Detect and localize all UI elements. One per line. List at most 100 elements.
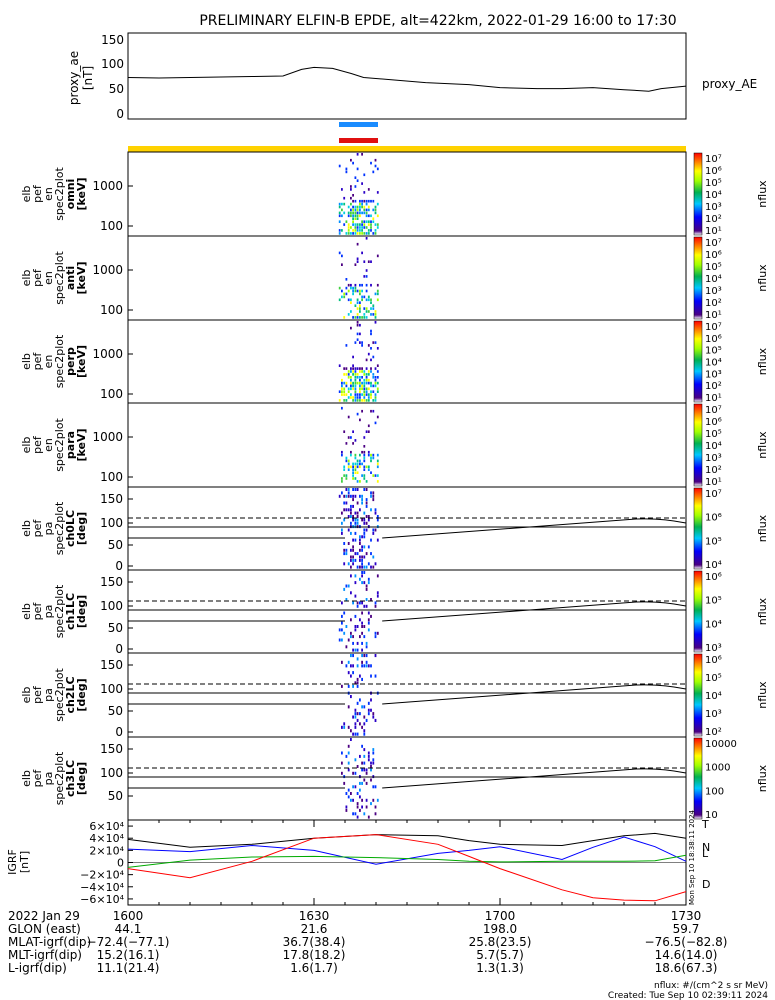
pa_ch2-cell bbox=[361, 660, 363, 664]
pa_ch2-cell bbox=[367, 701, 370, 705]
spec_omni-cell bbox=[365, 199, 368, 203]
pa_ch3-cell bbox=[372, 761, 375, 765]
spec_omni-cell bbox=[359, 229, 361, 232]
spec_omni-cell bbox=[363, 205, 366, 209]
pa_ch0-cell bbox=[359, 494, 361, 498]
pa_ch3-cell bbox=[363, 748, 366, 752]
pa_ch1-cell bbox=[356, 648, 359, 652]
pa_ch1-cell bbox=[367, 577, 370, 581]
spec_anti-cell bbox=[372, 304, 375, 307]
spec_para-cell bbox=[354, 468, 357, 471]
spec_anti-cbar-label: nflux bbox=[756, 264, 769, 292]
pa_ch0-cell bbox=[356, 518, 359, 522]
spec_anti-cell bbox=[350, 301, 352, 304]
spec_perp-cell bbox=[356, 399, 359, 402]
pa_ch0-cell bbox=[354, 552, 357, 556]
pa_ch1-cell bbox=[376, 574, 379, 578]
pa_ch1-cell bbox=[361, 641, 363, 645]
spec_anti-cell bbox=[374, 313, 377, 316]
spec_omni-cell bbox=[343, 202, 346, 206]
pa_ch2-tick-label: 0 bbox=[115, 725, 123, 739]
spec_omni-cell bbox=[338, 205, 341, 209]
spec_para-cell bbox=[350, 450, 352, 454]
pa_ch0-cell bbox=[361, 555, 363, 559]
pa_ch2-cell bbox=[356, 684, 359, 688]
spec_anti-cell bbox=[343, 292, 346, 296]
spec_omni-ylabel: elb bbox=[20, 186, 33, 203]
spec_perp-cell bbox=[361, 393, 363, 396]
pa_ch0-ylabel: pef bbox=[31, 519, 44, 538]
pa_ch0-cell bbox=[361, 518, 363, 522]
spec_anti-cell bbox=[361, 283, 363, 287]
spec_perp-cell bbox=[370, 381, 372, 385]
spec_omni-cell bbox=[356, 232, 359, 235]
spec_anti-cell bbox=[354, 304, 357, 307]
pa_ch2-cell bbox=[370, 698, 372, 702]
pa_ch1-cbar-tick: 10⁶ bbox=[705, 572, 722, 583]
spec_omni-cell bbox=[338, 202, 341, 206]
spec_anti-cell bbox=[359, 292, 361, 296]
pa_ch3-cell bbox=[367, 815, 370, 819]
proxy-ae-tick-label: 50 bbox=[109, 82, 124, 96]
spec_omni-cell bbox=[370, 161, 372, 165]
pa_ch0-cell bbox=[354, 531, 357, 535]
spec_perp-cell bbox=[363, 381, 366, 385]
spec_para-cell bbox=[359, 418, 361, 422]
spec_perp-cell bbox=[363, 387, 366, 391]
pa_ch0-cell bbox=[350, 521, 352, 525]
pa_ch0-cell bbox=[341, 531, 343, 535]
spec_perp-cell bbox=[365, 387, 368, 391]
pa_ch0-cell bbox=[343, 508, 346, 512]
spec_anti-cell bbox=[365, 310, 368, 313]
pa_ch3-cell bbox=[359, 781, 361, 785]
pa_ch0-cell bbox=[361, 501, 363, 505]
pa_ch1-cell bbox=[354, 625, 357, 628]
spec_perp-cell bbox=[343, 367, 346, 370]
pa_ch3-cell bbox=[343, 781, 346, 785]
spec_anti-cell bbox=[359, 316, 361, 319]
spec_para-cell bbox=[363, 436, 366, 439]
spec_perp-cell bbox=[374, 341, 377, 344]
spec_anti-cbar-tick: 10³ bbox=[705, 286, 722, 297]
spec_perp-cell bbox=[352, 370, 354, 373]
pa_ch0-cell bbox=[363, 511, 366, 515]
spec_omni-cell bbox=[347, 205, 350, 209]
spec_perp-cell bbox=[359, 384, 361, 388]
pa_ch3-cbar-tick: 10000 bbox=[705, 739, 737, 750]
spec_perp-cell bbox=[363, 370, 366, 373]
pa_ch0-cell bbox=[352, 494, 354, 498]
spec_perp-cell bbox=[356, 367, 359, 370]
pa_ch3-cell bbox=[352, 771, 354, 775]
chart-title: PRELIMINARY ELFIN-B EPDE, alt=422km, 202… bbox=[199, 13, 676, 29]
spec_perp-cell bbox=[350, 387, 352, 391]
pa_ch3-tick-label: 50 bbox=[108, 789, 123, 803]
spec_perp-cell bbox=[356, 332, 359, 336]
spec_para-cell bbox=[350, 436, 352, 439]
spec_perp-cell bbox=[372, 376, 375, 379]
spec_anti-cbar-tick: 10⁴ bbox=[705, 274, 722, 285]
pa_ch0-ylabel: [deg] bbox=[75, 512, 88, 545]
spec_perp-cell bbox=[367, 373, 370, 376]
spec_anti-cell bbox=[374, 316, 377, 319]
pa_ch2-cell bbox=[354, 722, 357, 726]
pa_ch3-cell bbox=[361, 744, 363, 748]
spec_anti-cell bbox=[370, 260, 372, 263]
spec_anti-cell bbox=[359, 304, 361, 307]
pa_ch1-cell bbox=[374, 601, 377, 605]
spec_para-cbar-tick: 10⁶ bbox=[705, 417, 722, 428]
pa_ch0-cell bbox=[363, 535, 366, 539]
pa_ch0-cell bbox=[347, 491, 350, 495]
spec_para-cell bbox=[343, 430, 346, 433]
spec_anti-cell bbox=[354, 283, 357, 287]
pa_ch3-cell bbox=[354, 758, 357, 762]
pa_ch3-colorbar bbox=[693, 737, 703, 820]
spec_perp-cell bbox=[347, 376, 350, 379]
spec_para-cbar-tick: 10⁵ bbox=[705, 429, 722, 440]
pa_ch1-cell bbox=[361, 611, 363, 615]
spec_omni-cell bbox=[356, 153, 359, 156]
pa_ch0-cell bbox=[370, 494, 372, 498]
proxy-ae-yunit: [nT] bbox=[81, 66, 95, 90]
spec_para-cell bbox=[352, 474, 354, 477]
spec_omni-cell bbox=[365, 202, 368, 206]
spec_anti-cbar-tick: 10⁶ bbox=[705, 250, 722, 261]
